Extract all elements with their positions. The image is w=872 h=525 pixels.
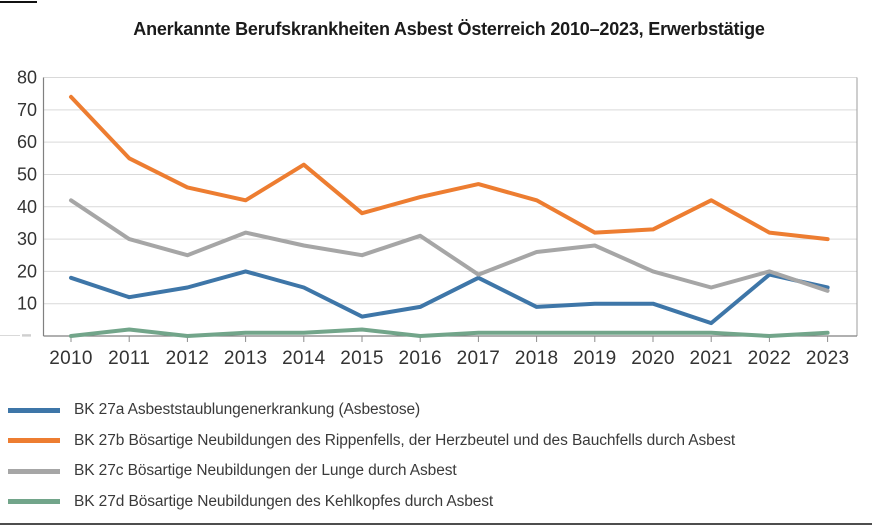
series-line-bk27c	[69, 198, 830, 293]
y-axis-label-10: 10	[17, 294, 37, 314]
legend-label-bk27b: BK 27b Bösartige Neubildungen des Rippen…	[74, 431, 736, 449]
line-chart: 10 20 30 40 50 60 70 80 2010 2011 2012 2013 2014 2015…	[0, 68, 858, 369]
x-axis-label-2021: 2021	[689, 348, 732, 369]
x-axis-label-2012: 2012	[166, 348, 209, 369]
x-axis-label-2014: 2014	[282, 348, 326, 369]
series-line-bk27d	[69, 327, 830, 338]
x-axis-label-2013: 2013	[224, 348, 267, 369]
top-edge-artifact	[0, 1, 37, 3]
legend-item-bk27d: BK 27d Bösartige Neubildungen des Kehlko…	[0, 487, 872, 518]
legend-swatch-bk27c	[8, 468, 60, 474]
legend-label-bk27c: BK 27c Bösartige Neubildungen der Lunge …	[74, 462, 457, 480]
x-axis-label-2023: 2023	[806, 348, 849, 369]
legend-swatch-bk27d	[8, 499, 60, 505]
legend-item-bk27a: BK 27a Asbeststaublungenerkrankung (Asbe…	[0, 395, 872, 426]
legend-item-bk27b: BK 27b Bösartige Neubildungen des Rippen…	[0, 426, 872, 457]
x-axis-label-2015: 2015	[340, 348, 383, 369]
legend-swatch-bk27a	[8, 407, 60, 413]
x-axis-label-2016: 2016	[398, 348, 441, 369]
y-axis-label-60: 60	[17, 132, 37, 152]
legend-item-bk27c: BK 27c Bösartige Neubildungen der Lunge …	[0, 456, 872, 487]
chart-title: Anerkannte Berufskrankheiten Asbest Öste…	[133, 19, 765, 39]
x-axis-label-2022: 2022	[748, 348, 791, 369]
y-axis-label-50: 50	[17, 164, 37, 184]
legend-swatch-bk27b	[8, 438, 60, 444]
x-axis-label-2020: 2020	[631, 348, 674, 369]
x-axis-label-2010: 2010	[49, 348, 92, 369]
zero-dash	[22, 334, 31, 337]
bottom-rule	[0, 523, 872, 525]
series-line-bk27b	[69, 94, 830, 242]
x-axis-label-2017: 2017	[457, 348, 500, 369]
y-axis-label-30: 30	[17, 229, 37, 249]
legend-label-bk27d: BK 27d Bösartige Neubildungen des Kehlko…	[74, 492, 494, 510]
series-line-bk27a	[69, 269, 830, 326]
x-axis-label-2019: 2019	[573, 348, 616, 369]
x-axis-label-2018: 2018	[515, 348, 558, 369]
y-axis-label-40: 40	[17, 197, 37, 217]
x-axis-label-2011: 2011	[108, 348, 150, 369]
y-axis-label-80: 80	[17, 68, 37, 88]
y-axis-label-70: 70	[17, 100, 37, 120]
legend-label-bk27a: BK 27a Asbeststaublungenerkrankung (Asbe…	[74, 401, 421, 419]
y-axis-label-20: 20	[17, 261, 37, 281]
legend: BK 27a Asbeststaublungenerkrankung (Asbe…	[0, 395, 872, 517]
